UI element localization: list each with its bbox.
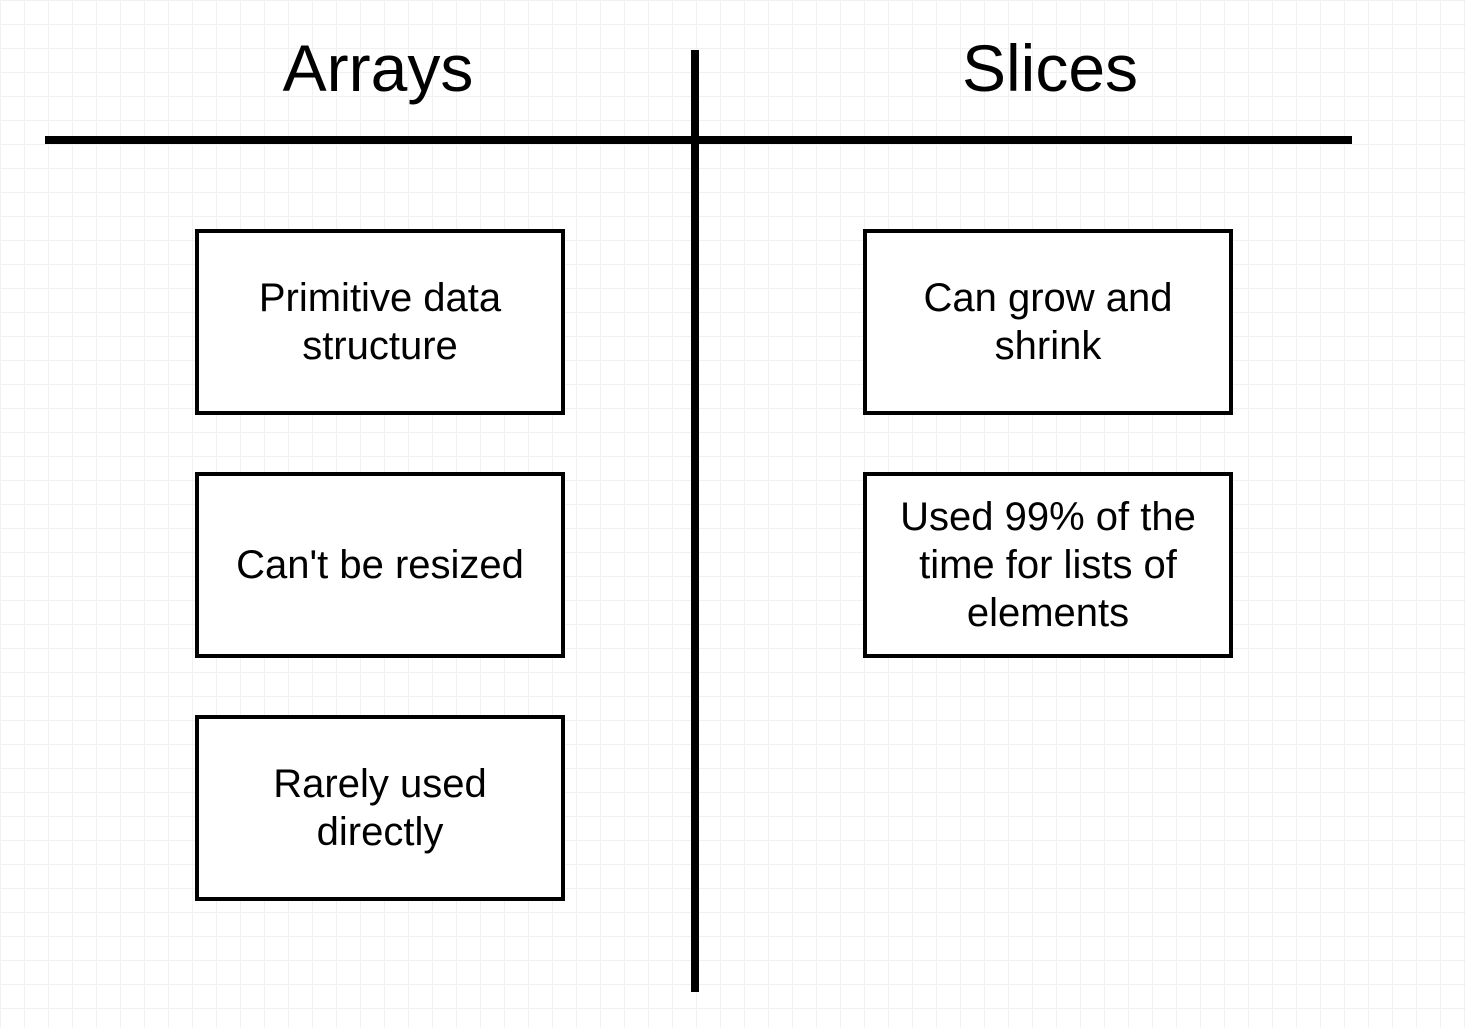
slices-heading: Slices [961,31,1139,105]
slices-card-grow-shrink: Can grow and shrink [863,229,1233,415]
vertical-divider [691,50,699,992]
arrays-card-label: Rarely used directly [273,762,487,854]
slices-card-label: Can grow and shrink [923,276,1173,368]
slices-card-usage: Used 99% of the time for lists of elemen… [863,472,1233,658]
arrays-card-not-resizable: Can't be resized [195,472,565,658]
slices-card-label: Used 99% of the time for lists of elemen… [900,495,1196,635]
arrays-card-primitive: Primitive data structure [195,229,565,415]
arrays-card-label: Can't be resized [236,543,524,587]
arrays-card-label: Primitive data structure [258,276,502,368]
arrays-heading: Arrays [282,31,474,105]
arrays-card-rarely-used: Rarely used directly [195,715,565,901]
